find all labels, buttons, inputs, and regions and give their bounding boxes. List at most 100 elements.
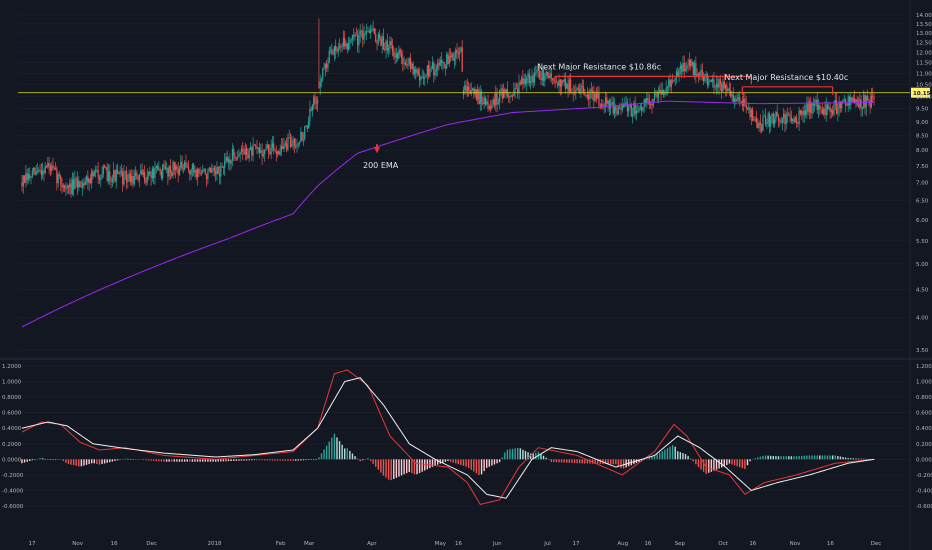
candle-body[interactable] [286,143,288,150]
candle-body[interactable] [859,99,861,108]
candle-body[interactable] [832,110,834,115]
candle-body[interactable] [861,108,863,110]
candle-body[interactable] [563,79,565,82]
candle-body[interactable] [766,122,768,125]
candle-body[interactable] [597,93,599,99]
candle-body[interactable] [767,113,769,123]
candle-body[interactable] [508,95,510,98]
candle-body[interactable] [567,83,569,92]
candle-body[interactable] [511,95,514,97]
candle-body[interactable] [464,85,466,90]
candle-body[interactable] [435,68,437,72]
candle-body[interactable] [533,73,536,83]
candle-body[interactable] [604,97,607,107]
candle-body[interactable] [838,101,840,109]
candle-body[interactable] [190,169,192,175]
candle-body[interactable] [71,179,73,194]
candle-body[interactable] [591,90,594,93]
candle-body[interactable] [606,97,608,104]
candle-body[interactable] [238,154,240,157]
candle-body[interactable] [425,75,427,78]
candle-body[interactable] [564,79,567,89]
candle-body[interactable] [519,82,521,84]
candle-body[interactable] [757,123,759,128]
candle-body[interactable] [415,69,417,73]
candle-body[interactable] [825,104,827,116]
candle-body[interactable] [502,89,505,99]
candle-body[interactable] [599,105,601,108]
candle-body[interactable] [601,104,603,108]
candle-body[interactable] [664,92,666,95]
candle-body[interactable] [763,115,765,117]
candle-body[interactable] [715,83,718,87]
candle-body[interactable] [177,169,179,175]
candle-body[interactable] [679,65,681,69]
candle-body[interactable] [528,73,530,84]
candle-body[interactable] [159,168,161,172]
candle-body[interactable] [688,59,690,66]
candle-body[interactable] [412,63,414,75]
candle-body[interactable] [388,48,390,51]
candle-body[interactable] [868,100,870,102]
candle-body[interactable] [102,166,104,174]
candle-body[interactable] [304,126,306,140]
candle-body[interactable] [158,168,160,170]
candle-body[interactable] [732,94,734,102]
candle-body[interactable] [97,169,99,178]
candle-body[interactable] [132,175,134,185]
candle-body[interactable] [178,168,181,175]
candle-body[interactable] [628,107,630,112]
candle-body[interactable] [475,89,477,100]
candle-body[interactable] [193,164,195,173]
candle-body[interactable] [89,178,92,184]
candle-body[interactable] [53,167,55,169]
candle-body[interactable] [141,169,143,175]
candle-body[interactable] [483,97,485,105]
candle-body[interactable] [70,183,72,194]
candle-body[interactable] [451,53,453,58]
candle-body[interactable] [668,79,670,87]
candle-body[interactable] [762,116,764,131]
candle-body[interactable] [371,30,373,31]
candle-body[interactable] [693,63,696,76]
candle-body[interactable] [701,69,703,77]
candle-body[interactable] [87,176,89,184]
candle-body[interactable] [792,119,794,121]
candle-body[interactable] [127,179,129,182]
candle-body[interactable] [486,101,488,105]
candle-body[interactable] [40,170,42,175]
candle-body[interactable] [558,79,560,86]
candle-body[interactable] [65,188,67,190]
candle-body[interactable] [681,65,683,72]
candle-body[interactable] [438,63,440,66]
candle-body[interactable] [411,63,413,70]
candle-body[interactable] [165,168,168,170]
candle-body[interactable] [419,75,421,81]
candle-body[interactable] [101,173,103,180]
candle-body[interactable] [311,105,314,111]
candle-body[interactable] [278,151,280,155]
candle-body[interactable] [616,111,618,115]
candle-body[interactable] [471,88,474,91]
candle-body[interactable] [629,104,631,108]
candle-body[interactable] [673,80,675,82]
candle-body[interactable] [114,170,116,182]
candle-body[interactable] [768,113,771,127]
candle-body[interactable] [470,90,472,94]
candle-body[interactable] [69,183,71,188]
candle-body[interactable] [128,173,130,180]
candle-body[interactable] [45,166,48,168]
candle-body[interactable] [433,62,435,76]
candle-body[interactable] [355,34,357,36]
candle-body[interactable] [235,158,237,160]
candle-body[interactable] [518,82,520,94]
candle-body[interactable] [710,80,712,82]
candle-body[interactable] [287,137,289,150]
candle-body[interactable] [619,107,621,109]
candle-body[interactable] [749,107,751,118]
candle-body[interactable] [185,161,187,167]
candle-body[interactable] [198,168,200,173]
candle-body[interactable] [501,88,503,99]
candle-body[interactable] [149,171,151,175]
candle-body[interactable] [473,88,475,95]
